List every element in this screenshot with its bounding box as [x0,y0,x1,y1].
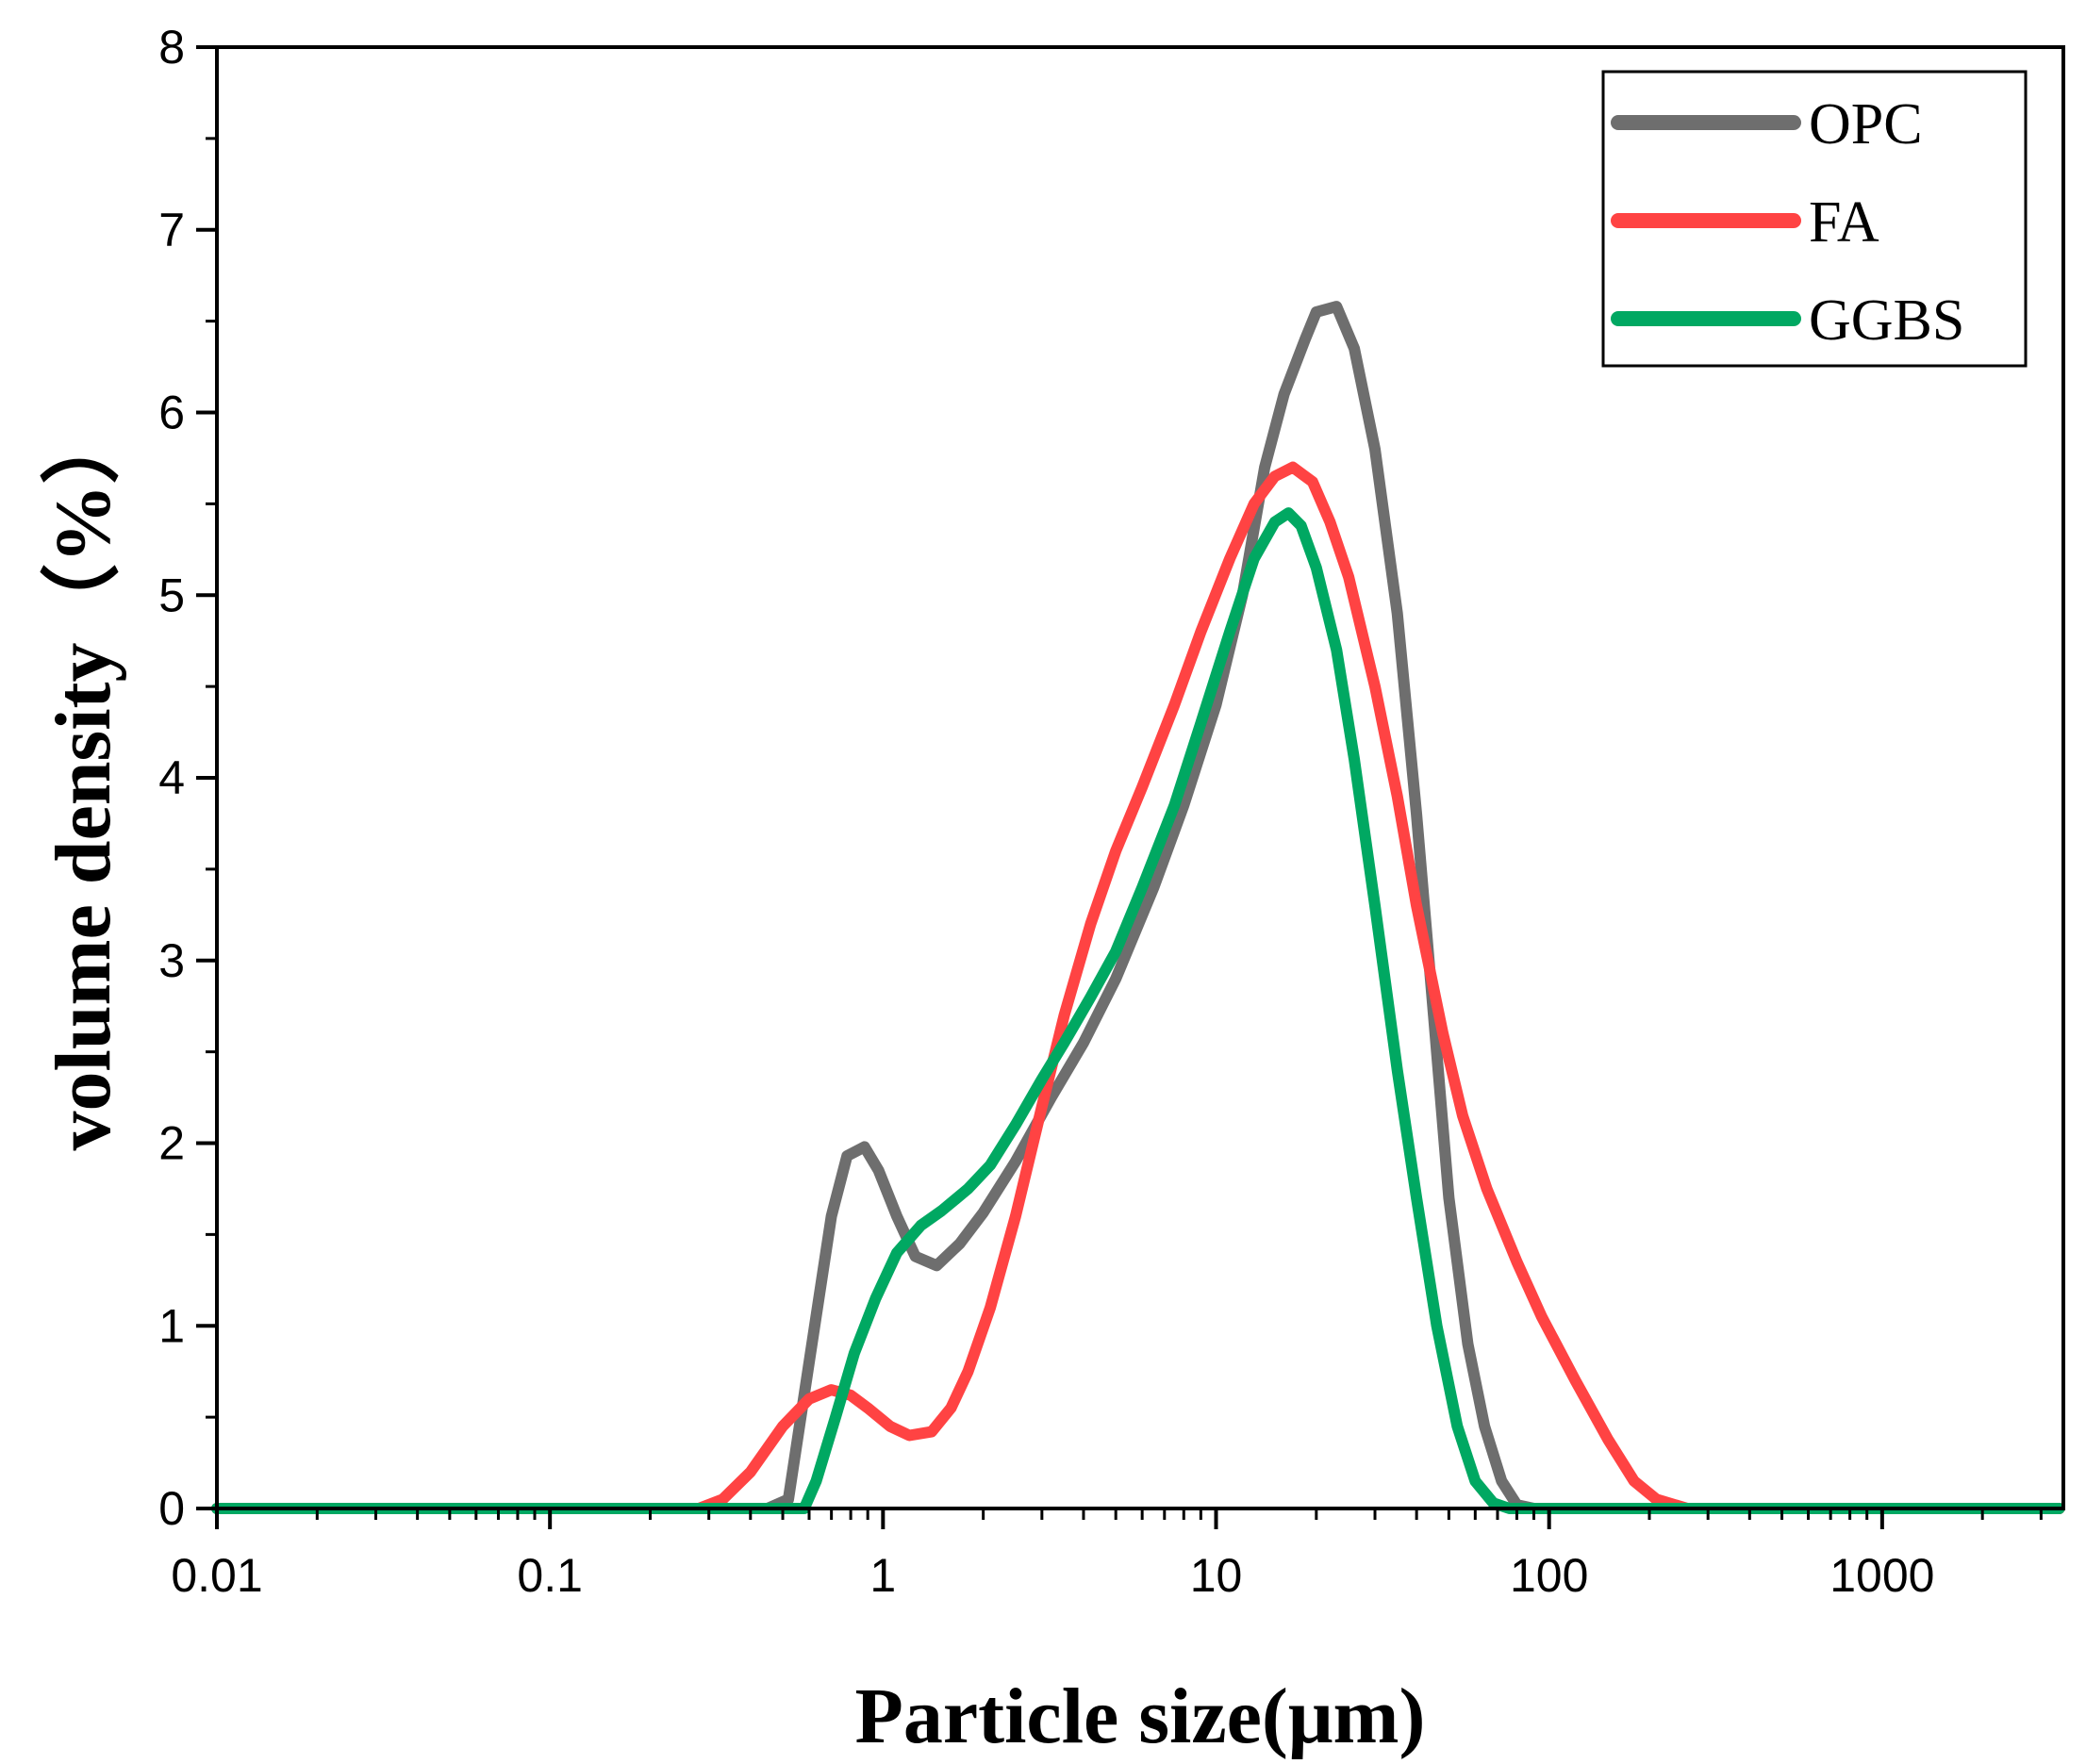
legend: OPC FA GGBS [1601,70,2028,368]
legend-label-fa: FA [1809,190,1879,255]
series-line-ggbs [211,507,2065,1514]
y-tick-label: 8 [158,21,185,74]
legend-entries: OPC FA GGBS [1611,92,1964,353]
y-axis-title: volume density（%） [40,404,127,1150]
series-line-fa [211,461,2065,1514]
y-tick-label: 3 [158,934,185,987]
series-line-opc [211,301,2065,1514]
y-tick-label: 0 [158,1482,185,1535]
y-tick-label: 5 [158,569,185,621]
y-tick-label: 4 [158,751,185,804]
y-tick-label: 2 [158,1117,185,1170]
series-layer [211,301,2065,1514]
y-tick-label: 6 [158,387,185,439]
x-tick-label: 0.01 [171,1549,262,1602]
x-tick-label: 10 [1190,1549,1243,1602]
y-tick-label: 7 [158,204,185,256]
x-tick-label: 0.1 [517,1549,583,1602]
x-tick-label: 1 [869,1549,896,1602]
tick-layer: 0.01 0.1 1 10 100 1000 0 1 2 3 4 5 6 7 8 [158,21,2043,1602]
x-tick-label: 100 [1510,1549,1588,1602]
x-tick-label: 1000 [1829,1549,1934,1602]
legend-label-ggbs: GGBS [1809,289,1964,353]
x-axis-title: Particle size(μm) [855,1673,1426,1760]
legend-label-opc: OPC [1809,92,1923,157]
y-tick-label: 1 [158,1299,185,1352]
